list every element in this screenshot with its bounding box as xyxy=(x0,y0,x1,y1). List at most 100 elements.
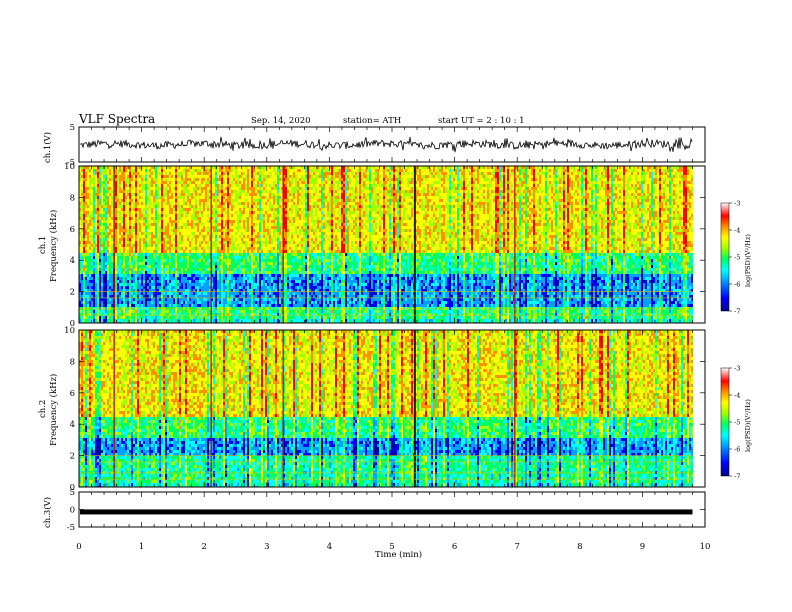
spectrogram-cell xyxy=(563,205,565,208)
ch1-y-tick-label: 5 xyxy=(70,123,75,133)
spectrogram-cell xyxy=(299,211,301,214)
spectrogram-cell xyxy=(561,196,563,199)
spectrogram-cell xyxy=(663,187,665,190)
spectrogram-cell xyxy=(299,202,301,205)
spectrogram-cell xyxy=(525,208,527,211)
spectrogram-cell xyxy=(353,208,355,211)
spectrogram-cell xyxy=(549,202,551,205)
spectrogram-cell xyxy=(317,208,319,211)
spectrogram-cell xyxy=(117,199,119,202)
spectrogram-cell xyxy=(677,166,679,169)
spectrogram-cell xyxy=(605,181,607,184)
spectrogram-cell xyxy=(335,193,337,196)
spectrogram-cell xyxy=(613,169,615,172)
spectrogram-cell xyxy=(637,193,639,196)
spectrogram-cell xyxy=(275,184,277,187)
spectrogram-cell xyxy=(305,196,307,199)
spectrogram-cell xyxy=(93,214,95,217)
spectrogram-cell xyxy=(313,169,315,172)
spectrogram-cell xyxy=(241,175,243,178)
spectrogram-cell xyxy=(293,166,295,169)
spectrogram-cell xyxy=(603,187,605,190)
spectrogram-cell xyxy=(677,199,679,202)
spectrogram-cell xyxy=(203,202,205,205)
spectrogram-cell xyxy=(409,175,411,178)
spectrogram-cell xyxy=(81,166,83,169)
spectrogram-cell xyxy=(489,169,491,172)
spectrogram-cell xyxy=(209,172,211,175)
spectrogram-cell xyxy=(189,205,191,208)
spectrogram-cell xyxy=(247,199,249,202)
spectrogram-cell xyxy=(105,211,107,214)
spectrogram-cell xyxy=(417,184,419,187)
spectrogram-cell xyxy=(313,175,315,178)
spectrogram-cell xyxy=(129,199,131,202)
spectrogram-cell xyxy=(433,208,435,211)
spectrogram-cell xyxy=(589,196,591,199)
spectrogram-cell xyxy=(547,211,549,214)
spectrogram-cell xyxy=(645,205,647,208)
spectrogram-cell xyxy=(121,214,123,217)
spectrogram-cell xyxy=(567,181,569,184)
spectrogram-cell xyxy=(623,199,625,202)
spectrogram-cell xyxy=(657,181,659,184)
spectrogram-cell xyxy=(505,175,507,178)
spectrogram-cell xyxy=(393,166,395,169)
spectrogram-cell xyxy=(633,187,635,190)
spectrogram-cell xyxy=(299,184,301,187)
spectrogram-cell xyxy=(609,187,611,190)
spectrogram-cell xyxy=(535,193,537,196)
spectrogram-cell xyxy=(517,184,519,187)
spectrogram-cell xyxy=(369,172,371,175)
spectrogram-cell xyxy=(655,205,657,208)
spectrogram-cell xyxy=(253,193,255,196)
spectrogram-cell xyxy=(639,178,641,181)
spectrogram-cell xyxy=(297,187,299,190)
spectrogram-cell xyxy=(197,202,199,205)
spectrogram-cell xyxy=(447,211,449,214)
spectrogram-cell xyxy=(231,193,233,196)
spectrogram-cell xyxy=(617,205,619,208)
spectrogram-cell xyxy=(603,211,605,214)
spectrogram-cell xyxy=(329,187,331,190)
spectrogram-cell xyxy=(233,196,235,199)
spectrogram-cell xyxy=(595,208,597,211)
spectrogram-cell xyxy=(669,196,671,199)
spectrogram-cell xyxy=(199,208,201,211)
spectrogram-cell xyxy=(383,199,385,202)
spectrogram-cell xyxy=(161,193,163,196)
spectrogram-cell xyxy=(685,178,687,181)
spectrogram-cell xyxy=(159,187,161,190)
spectrogram-cell xyxy=(193,196,195,199)
spectrogram-cell xyxy=(521,190,523,193)
spectrogram-cell xyxy=(635,166,637,169)
spectrogram-cell xyxy=(103,199,105,202)
spectrogram-cell xyxy=(593,172,595,175)
spectrogram-cell xyxy=(533,190,535,193)
spectrogram-cell xyxy=(613,175,615,178)
spectrogram-cell xyxy=(653,202,655,205)
spectrogram-cell xyxy=(633,184,635,187)
spectrogram-cell xyxy=(137,190,139,193)
spectrogram-cell xyxy=(569,193,571,196)
spectrogram-cell xyxy=(223,181,225,184)
spectrogram-cell xyxy=(443,169,445,172)
spectrogram-cell xyxy=(237,196,239,199)
spectrogram-cell xyxy=(447,166,449,169)
spectrogram-cell xyxy=(263,211,265,214)
spectrogram-cell xyxy=(667,199,669,202)
spectrogram-cell xyxy=(145,211,147,214)
spectrogram-cell xyxy=(673,202,675,205)
spectrogram-cell xyxy=(667,211,669,214)
spectrogram-cell xyxy=(437,187,439,190)
spectrogram-cell xyxy=(199,175,201,178)
spectrogram-cell xyxy=(401,175,403,178)
spectrogram-cell xyxy=(657,202,659,205)
spectrogram-cell xyxy=(293,178,295,181)
spectrogram-cell xyxy=(291,196,293,199)
spectrogram-cell xyxy=(399,175,401,178)
spectrogram-cell xyxy=(539,202,541,205)
spectrogram-cell xyxy=(301,178,303,181)
spectrogram-cell xyxy=(625,193,627,196)
spectrogram-cell xyxy=(219,190,221,193)
